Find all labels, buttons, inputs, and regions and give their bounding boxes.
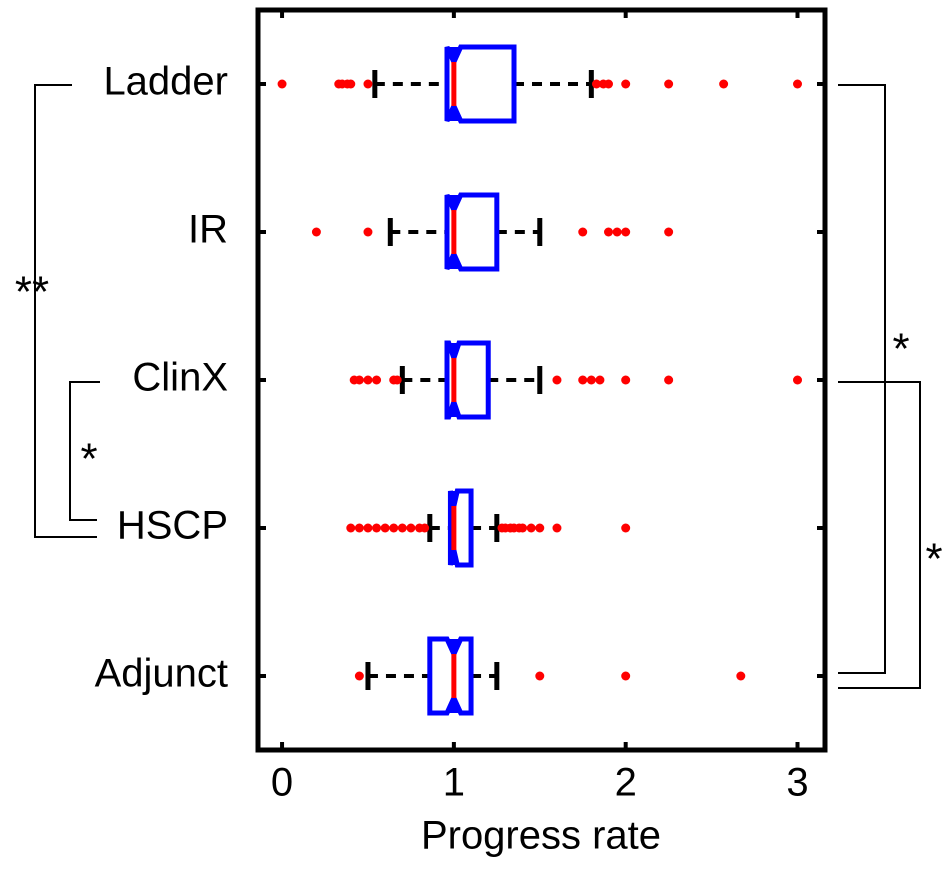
outlier — [621, 227, 631, 237]
outlier — [354, 523, 364, 533]
outlier — [664, 79, 674, 89]
bracket — [838, 84, 886, 674]
notch-marker — [447, 106, 461, 121]
notch-marker — [450, 491, 458, 506]
x-tick-label: 0 — [271, 761, 293, 805]
notch-marker — [448, 402, 460, 417]
outlier — [354, 375, 364, 385]
outlier — [552, 523, 562, 533]
bracket — [34, 84, 97, 538]
box — [444, 340, 491, 420]
outlier — [354, 671, 364, 681]
x-axis-label: Progress rate — [421, 814, 661, 858]
outlier — [604, 227, 614, 237]
outlier — [363, 375, 373, 385]
outlier — [346, 523, 356, 533]
outlier — [621, 523, 631, 533]
outlier — [363, 523, 373, 533]
outlier — [793, 79, 803, 89]
annotation: * — [80, 435, 97, 484]
outlier — [406, 523, 416, 533]
outlier — [346, 79, 356, 89]
outlier — [552, 375, 562, 385]
outlier — [397, 523, 407, 533]
outlier — [621, 79, 631, 89]
outlier — [389, 523, 399, 533]
outlier — [311, 227, 321, 237]
significance-brackets — [34, 84, 921, 689]
x-tick-label: 2 — [615, 761, 637, 805]
y-tick-label: IR — [188, 208, 228, 252]
outlier — [363, 79, 373, 89]
bracket — [838, 381, 921, 689]
outlier — [664, 227, 674, 237]
annotation: * — [892, 325, 909, 374]
box — [444, 44, 517, 124]
outlier — [586, 375, 596, 385]
outlier — [604, 79, 614, 89]
outlier — [535, 671, 545, 681]
outlier — [793, 375, 803, 385]
annotation: ** — [15, 268, 49, 317]
outlier — [380, 523, 390, 533]
y-tick-label: ClinX — [132, 356, 228, 400]
annotation: * — [925, 535, 942, 584]
x-tick-label: 3 — [786, 761, 808, 805]
outlier — [372, 375, 382, 385]
outlier — [526, 523, 536, 533]
outlier — [621, 671, 631, 681]
notch-marker — [448, 343, 460, 358]
outlier — [595, 375, 605, 385]
outlier — [518, 523, 528, 533]
outlier — [363, 227, 373, 237]
outlier — [621, 375, 631, 385]
notch-marker — [447, 698, 461, 713]
outlier — [719, 79, 729, 89]
outlier — [392, 375, 402, 385]
outlier — [535, 523, 545, 533]
outlier — [578, 375, 588, 385]
outlier — [277, 79, 287, 89]
notch-marker — [447, 639, 461, 654]
notch-marker — [447, 195, 461, 210]
notch-marker — [447, 254, 461, 269]
outlier — [612, 227, 622, 237]
y-tick-label: Adjunct — [95, 652, 228, 696]
notch-marker — [447, 47, 461, 62]
box — [427, 636, 474, 716]
bracket — [69, 381, 100, 521]
outlier — [664, 375, 674, 385]
outlier — [578, 227, 588, 237]
outlier — [736, 671, 746, 681]
y-tick-label: HSCP — [117, 504, 228, 548]
y-tick-label: Ladder — [103, 60, 228, 104]
x-tick-label: 1 — [443, 761, 465, 805]
outlier — [591, 79, 601, 89]
notch-marker — [450, 550, 458, 565]
outlier — [372, 523, 382, 533]
outlier — [420, 523, 430, 533]
